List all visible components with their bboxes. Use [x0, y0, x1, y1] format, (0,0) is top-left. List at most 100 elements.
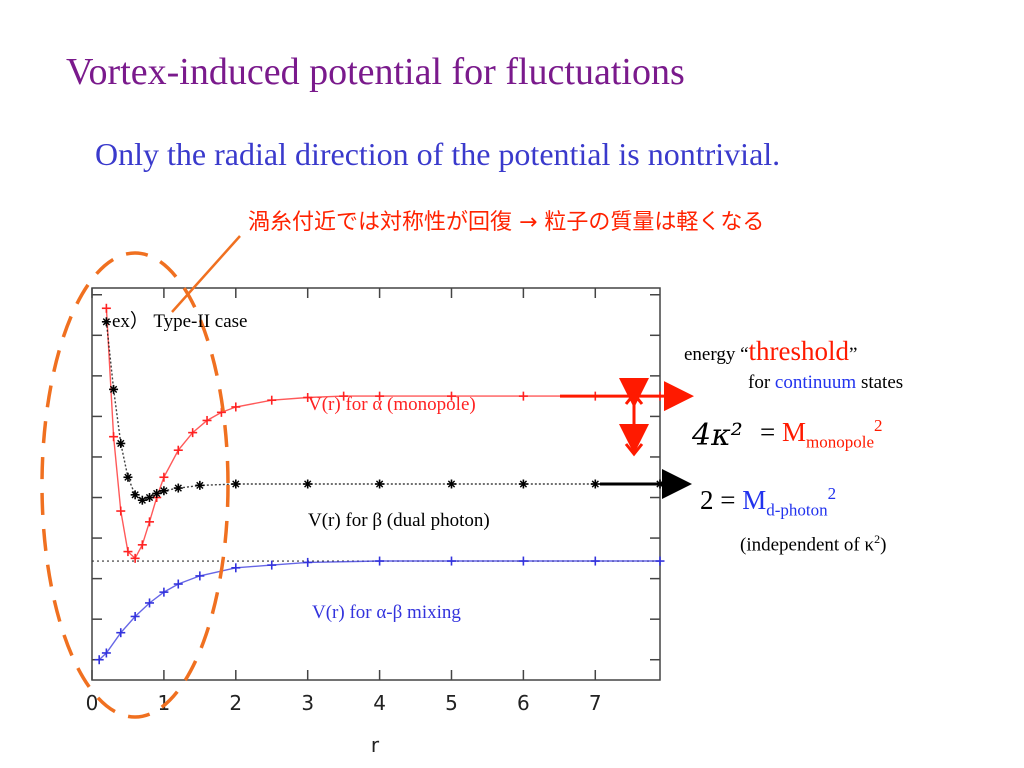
- series-point-0: [123, 547, 133, 557]
- series-point-0: [231, 402, 241, 412]
- x-tick-label: 0: [86, 691, 99, 715]
- x-tick-label: 5: [445, 691, 458, 715]
- series-point-1: [518, 479, 528, 489]
- series-point-0: [173, 445, 183, 455]
- series-point-0: [101, 303, 111, 313]
- series-point-2: [375, 556, 385, 566]
- series-point-2: [231, 563, 241, 573]
- series-point-2: [101, 648, 111, 658]
- series-point-0: [188, 428, 198, 438]
- series-point-0: [375, 391, 385, 401]
- x-tick-label: 6: [517, 691, 530, 715]
- series-point-0: [446, 391, 456, 401]
- series-point-1: [231, 479, 241, 489]
- series-line-0: [105, 308, 660, 560]
- x-tick-label: 7: [589, 691, 602, 715]
- series-point-2: [303, 557, 313, 567]
- series-point-2: [195, 571, 205, 581]
- energy-suffix: ”: [849, 344, 858, 365]
- m-photon: M: [742, 485, 767, 515]
- double-arrow-bottom: [624, 443, 644, 457]
- independence-note: (independent of κ2): [740, 532, 886, 556]
- series-label-alpha: V(r) for α (monopole): [308, 394, 476, 415]
- series-point-2: [655, 556, 665, 566]
- series-point-1: [173, 483, 183, 493]
- series-point-1: [101, 317, 111, 327]
- series-point-1: [109, 384, 119, 394]
- series-point-1: [159, 486, 169, 496]
- series-label-beta: V(r) for β (dual photon): [308, 510, 490, 531]
- series-point-0: [109, 432, 119, 442]
- slide-subtitle: Only the radial direction of the potenti…: [95, 136, 781, 172]
- highlight-ellipse: [40, 251, 230, 719]
- continuum-states-text: for continuum states: [748, 372, 903, 394]
- series-line-2: [98, 560, 660, 661]
- annotation-layer: [40, 235, 694, 719]
- states-word: states: [856, 372, 904, 393]
- series-point-0: [137, 540, 147, 550]
- series-point-1: [375, 479, 385, 489]
- series-point-0: [303, 392, 313, 402]
- series-point-2: [130, 611, 140, 621]
- series-point-1: [590, 479, 600, 489]
- energy-prefix: energy “: [684, 344, 749, 365]
- series-point-1: [446, 479, 456, 489]
- pointer-line: [171, 235, 241, 313]
- series-point-1: [137, 495, 147, 505]
- double-arrow-top: [624, 391, 644, 405]
- series-point-2: [173, 579, 183, 589]
- series-point-2: [267, 560, 277, 570]
- series-line-1: [105, 321, 660, 501]
- series-point-0: [202, 415, 212, 425]
- for-prefix: for: [748, 372, 775, 393]
- series-point-2: [116, 628, 126, 638]
- x-tick-label: 3: [301, 691, 314, 715]
- series-point-2: [145, 598, 155, 608]
- eq-sign: =: [760, 417, 782, 447]
- monopole-mass-equation: = Mmonopole2: [760, 416, 883, 452]
- energy-threshold-text: energy “threshold”: [684, 336, 857, 367]
- photon-lhs: 2 =: [700, 485, 743, 515]
- x-tick-label: 4: [373, 691, 386, 715]
- series-point-0: [159, 472, 169, 482]
- threshold-word: threshold: [748, 336, 850, 366]
- series-point-1: [145, 493, 155, 503]
- photon-sub: d-photon: [766, 500, 828, 520]
- series-point-2: [159, 587, 169, 597]
- indep-suffix: ): [880, 534, 887, 556]
- kappa-expression: 4κ²: [692, 418, 743, 453]
- series-point-1: [303, 479, 313, 489]
- slide-title: Vortex-induced potential for fluctuation…: [66, 51, 685, 93]
- series-point-1: [130, 490, 140, 500]
- series-layer: [94, 303, 665, 665]
- series-point-1: [195, 480, 205, 490]
- case-label: ex） Type-II case: [112, 311, 248, 332]
- japanese-note: 渦糸付近では対称性が回復 → 粒子の質量は軽くなる: [248, 210, 765, 235]
- m-monopole: M: [781, 417, 806, 447]
- series-point-0: [116, 506, 126, 516]
- series-point-1: [123, 472, 133, 482]
- monopole-sub: monopole: [806, 432, 874, 452]
- continuum-word: continuum: [774, 372, 857, 393]
- series-point-1: [116, 438, 126, 448]
- series-point-0: [130, 553, 140, 563]
- series-label-mixing: V(r) for α-β mixing: [312, 602, 461, 623]
- photon-mass-equation: 2 = Md-photon2: [700, 484, 836, 520]
- monopole-sup: 2: [874, 416, 883, 435]
- x-tick-label: 1: [158, 691, 171, 715]
- indep-prefix: (independent of κ: [740, 534, 875, 556]
- series-point-2: [590, 556, 600, 566]
- series-point-0: [339, 391, 349, 401]
- series-point-1: [152, 488, 162, 498]
- x-tick-label: 2: [229, 691, 242, 715]
- indep-sup: 2: [874, 532, 881, 546]
- series-point-2: [94, 655, 104, 665]
- series-point-0: [518, 391, 528, 401]
- photon-sup: 2: [827, 484, 837, 503]
- series-point-0: [267, 395, 277, 405]
- series-point-0: [145, 517, 155, 527]
- plot-ticks: 0 1 2 3 4 5 6 7 r: [86, 288, 660, 757]
- x-axis-label: r: [371, 733, 380, 757]
- series-point-2: [518, 556, 528, 566]
